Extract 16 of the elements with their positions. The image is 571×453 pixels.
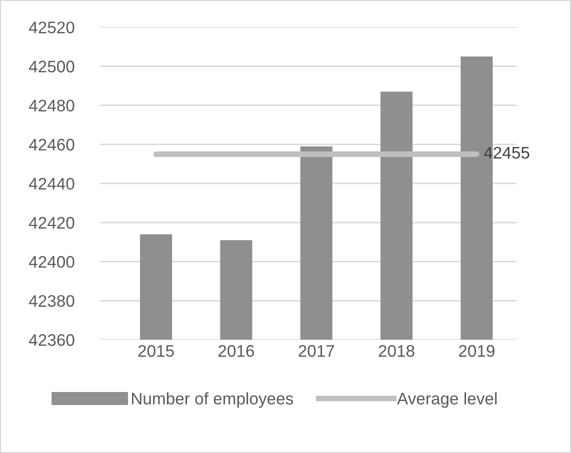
x-tick-label: 2018	[378, 345, 414, 357]
y-tick-label: 42400	[28, 256, 74, 268]
y-tick-label: 42440	[28, 178, 74, 190]
y-tick-label: 42420	[28, 216, 74, 229]
y-tick-label: 42520	[28, 22, 74, 34]
y-tick-label: 42460	[28, 138, 74, 151]
x-tick-label: 2017	[298, 345, 334, 357]
x-tick-label: 2016	[218, 345, 254, 357]
y-tick-label: 42360	[28, 334, 74, 346]
y-tick-label: 42500	[28, 60, 74, 72]
legend-label: Average level	[397, 392, 497, 408]
x-tick-label: 2019	[458, 345, 494, 357]
y-tick-label: 42380	[28, 295, 74, 307]
y-tick-label: 42480	[28, 100, 74, 112]
x-tick-label: 2015	[138, 345, 174, 357]
legend-label: Number of employees	[132, 392, 294, 408]
